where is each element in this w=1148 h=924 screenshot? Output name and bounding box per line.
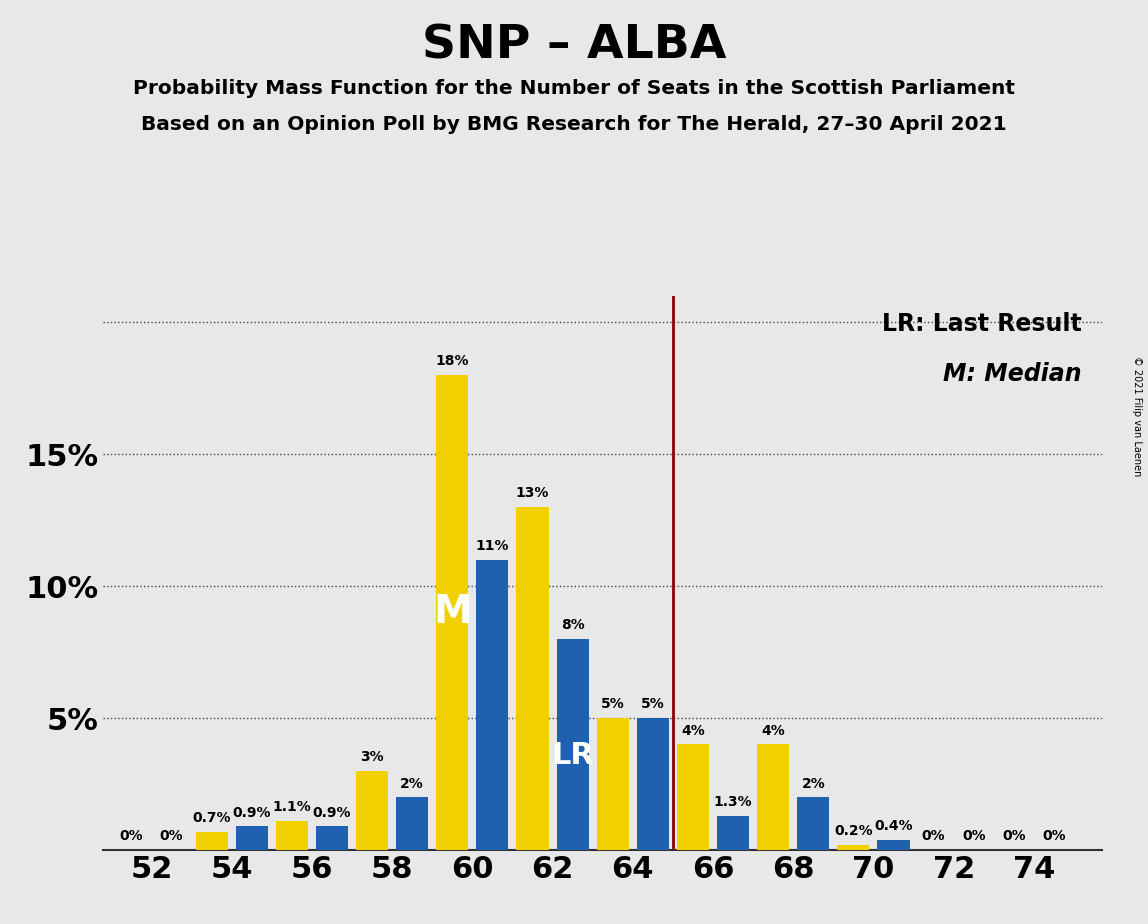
Bar <box>637 718 669 850</box>
Text: 8%: 8% <box>560 618 584 632</box>
Text: 18%: 18% <box>435 354 470 369</box>
Text: 13%: 13% <box>515 486 549 500</box>
Text: 1.3%: 1.3% <box>714 796 752 809</box>
Bar <box>195 832 227 850</box>
Bar <box>396 797 428 850</box>
Bar <box>797 797 829 850</box>
Text: 1.1%: 1.1% <box>272 800 311 814</box>
Text: 2%: 2% <box>801 777 825 791</box>
Bar <box>837 845 869 850</box>
Text: 2%: 2% <box>401 777 424 791</box>
Text: Based on an Opinion Poll by BMG Research for The Herald, 27–30 April 2021: Based on an Opinion Poll by BMG Research… <box>141 116 1007 135</box>
Bar <box>677 745 709 850</box>
Text: 0.2%: 0.2% <box>835 824 872 838</box>
Bar <box>356 771 388 850</box>
Bar <box>718 816 750 850</box>
Bar <box>476 560 509 850</box>
Bar <box>597 718 629 850</box>
Text: M: M <box>433 593 472 631</box>
Text: 0.4%: 0.4% <box>874 819 913 833</box>
Text: LR: LR <box>551 740 594 770</box>
Text: 0%: 0% <box>922 830 946 844</box>
Text: Probability Mass Function for the Number of Seats in the Scottish Parliament: Probability Mass Function for the Number… <box>133 79 1015 98</box>
Text: 0%: 0% <box>160 830 184 844</box>
Text: 0%: 0% <box>119 830 144 844</box>
Bar <box>758 745 789 850</box>
Text: 0%: 0% <box>962 830 985 844</box>
Text: 3%: 3% <box>360 750 383 764</box>
Text: SNP – ALBA: SNP – ALBA <box>421 23 727 68</box>
Text: 11%: 11% <box>475 539 510 553</box>
Bar <box>877 840 909 850</box>
Text: M: Median: M: Median <box>944 362 1083 386</box>
Bar <box>276 821 308 850</box>
Text: 0%: 0% <box>1042 830 1065 844</box>
Bar <box>235 826 267 850</box>
Text: 5%: 5% <box>641 698 665 711</box>
Text: © 2021 Filip van Laenen: © 2021 Filip van Laenen <box>1132 356 1142 476</box>
Text: 4%: 4% <box>681 723 705 738</box>
Text: 0%: 0% <box>1002 830 1025 844</box>
Text: 5%: 5% <box>600 698 625 711</box>
Text: 0.9%: 0.9% <box>233 806 271 820</box>
Bar <box>557 638 589 850</box>
Text: LR: Last Result: LR: Last Result <box>883 312 1083 336</box>
Text: 0.7%: 0.7% <box>193 811 231 825</box>
Text: 4%: 4% <box>761 723 785 738</box>
Bar <box>517 507 549 850</box>
Bar <box>316 826 348 850</box>
Bar <box>436 375 468 850</box>
Text: 0.9%: 0.9% <box>312 806 351 820</box>
